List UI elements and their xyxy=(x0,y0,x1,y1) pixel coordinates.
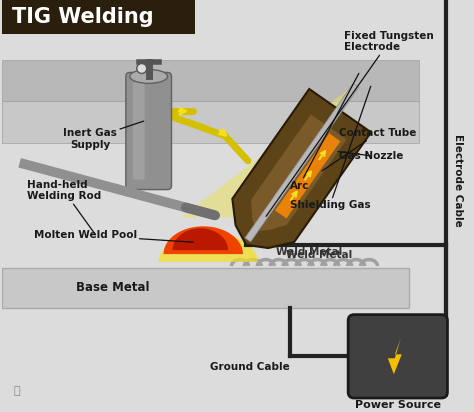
Polygon shape xyxy=(388,339,402,374)
Polygon shape xyxy=(275,133,340,218)
Text: Shielding Gas: Shielding Gas xyxy=(290,86,371,211)
FancyBboxPatch shape xyxy=(126,73,172,190)
Polygon shape xyxy=(232,89,371,248)
Text: Molten Weld Pool: Molten Weld Pool xyxy=(34,230,193,242)
Text: TIG Welding: TIG Welding xyxy=(12,7,153,27)
Text: Ground Cable: Ground Cable xyxy=(210,362,290,372)
Text: Weld Metal: Weld Metal xyxy=(276,247,343,257)
Bar xyxy=(2,60,419,101)
Text: Base Metal: Base Metal xyxy=(76,281,150,294)
FancyBboxPatch shape xyxy=(133,82,145,180)
Polygon shape xyxy=(164,226,243,254)
Bar xyxy=(2,0,195,34)
Text: Fixed Tungsten
Electrode: Fixed Tungsten Electrode xyxy=(266,31,434,216)
Text: Weld Metal: Weld Metal xyxy=(286,250,353,260)
Bar xyxy=(2,101,419,143)
Polygon shape xyxy=(245,83,359,242)
Circle shape xyxy=(137,63,146,73)
Text: Arc: Arc xyxy=(290,73,359,191)
Bar xyxy=(2,268,409,308)
Text: 🔧: 🔧 xyxy=(14,386,20,396)
Text: Hand-held
Welding Rod: Hand-held Welding Rod xyxy=(27,180,101,233)
Text: Electrode Cable: Electrode Cable xyxy=(453,134,464,227)
Ellipse shape xyxy=(130,70,167,83)
Polygon shape xyxy=(251,115,346,231)
Polygon shape xyxy=(173,228,228,250)
Text: Gas Nozzle: Gas Nozzle xyxy=(338,151,403,161)
Text: Contact Tube: Contact Tube xyxy=(322,128,417,171)
Text: Power Source: Power Source xyxy=(355,400,441,410)
Polygon shape xyxy=(159,232,258,262)
FancyBboxPatch shape xyxy=(348,315,447,398)
Polygon shape xyxy=(181,81,359,218)
Text: Inert Gas
Supply: Inert Gas Supply xyxy=(64,121,144,150)
